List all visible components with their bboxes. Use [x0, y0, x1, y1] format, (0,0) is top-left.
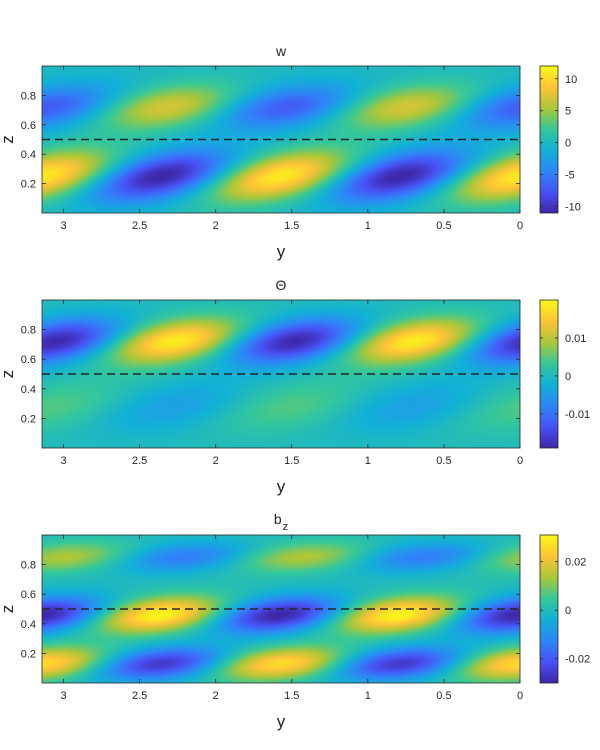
- x-tick-label: 3: [60, 690, 66, 702]
- y-tick-label: 0.2: [21, 413, 36, 425]
- colorbar-gradient: [540, 300, 558, 448]
- panel-title-main: b: [274, 511, 282, 527]
- y-axis-label: z: [0, 135, 17, 144]
- colorbar-tick-label: -10: [565, 202, 581, 214]
- panel-title-main: w: [275, 43, 287, 59]
- y-tick-label: 0.4: [21, 149, 36, 161]
- x-tick-label: 1.5: [284, 690, 299, 702]
- panel-title-main: Θ: [276, 277, 287, 293]
- x-tick-label: 0.5: [436, 455, 451, 467]
- colorbar-frame: [539, 534, 559, 684]
- y-axis-label: z: [0, 370, 17, 379]
- x-axis-label: y: [277, 712, 286, 731]
- panel-title: bz: [274, 511, 288, 533]
- x-tick-label: 1: [365, 220, 371, 232]
- y-tick-label: 0.6: [21, 120, 36, 132]
- colorbar-tick-label: 10: [565, 74, 577, 86]
- y-tick-label: 0.8: [21, 90, 36, 102]
- axes-frame: [41, 65, 521, 214]
- y-tick-label: 0.4: [21, 384, 36, 396]
- x-tick-label: 2.5: [132, 220, 147, 232]
- x-tick-label: 2: [213, 455, 219, 467]
- colorbar-tick-label: 5: [565, 106, 571, 118]
- x-tick-label: 2: [213, 690, 219, 702]
- panel-3: 32.521.510.500.20.40.60.8yzbz0.020-0.02: [0, 511, 590, 731]
- colorbar-tick-label: 0: [565, 371, 571, 383]
- panel-1: 3 2.5 2 1.5 1 0.5 0 0.2 0.4 0.6 0.8 y z w 10 5 0 -5 -10: [0, 43, 581, 261]
- colorbar-tick-label: 0: [565, 138, 571, 150]
- colorbar-frame: [539, 65, 559, 214]
- y-tick-label: 0.2: [21, 648, 36, 660]
- x-tick-label: 1: [365, 690, 371, 702]
- x-tick-label: 3: [60, 455, 66, 467]
- y-tick-label: 0.8: [21, 560, 36, 572]
- x-tick-label: 0.5: [436, 220, 451, 232]
- y-tick-label: 0.6: [21, 589, 36, 601]
- x-tick-label: 0: [517, 455, 523, 467]
- x-tick-label: 1.5: [284, 455, 299, 467]
- panel-title-subscript: z: [283, 521, 289, 533]
- colorbar-frame: [539, 299, 559, 449]
- x-tick-label: 2.5: [132, 455, 147, 467]
- colorbar-tick-label: -0.02: [565, 654, 590, 666]
- y-axis-label: z: [0, 605, 17, 614]
- colorbar-tick-label: -5: [565, 170, 575, 182]
- panel-title: w: [275, 43, 287, 59]
- x-axis-label: y: [277, 242, 286, 261]
- colorbar-tick-label: 0: [565, 605, 571, 617]
- panel-2: 3 2.5 2 1.5 1 0.5 0 0.2 0.4 0.6 0.8 y z Θ 0.01 0 -0.01: [0, 277, 590, 496]
- colorbar-tick-label: -0.01: [565, 409, 590, 421]
- colorbar-tick-label: 0.02: [565, 557, 586, 569]
- axes-frame: [41, 534, 521, 684]
- x-tick-label: 0: [517, 690, 523, 702]
- x-tick-label: 0.5: [436, 690, 451, 702]
- axes-frame: [41, 299, 521, 449]
- y-tick-label: 0.6: [21, 354, 36, 366]
- x-tick-label: 2: [213, 220, 219, 232]
- x-tick-label: 1: [365, 455, 371, 467]
- colorbar-gradient: [540, 535, 558, 683]
- panel-title: Θ: [276, 277, 287, 293]
- x-tick-label: 3: [60, 220, 66, 232]
- x-axis-label: y: [277, 477, 286, 496]
- x-tick-label: 0: [517, 220, 523, 232]
- x-tick-label: 2.5: [132, 690, 147, 702]
- y-tick-label: 0.4: [21, 619, 36, 631]
- colorbar-tick-label: 0.01: [565, 333, 586, 345]
- y-tick-label: 0.2: [21, 179, 36, 191]
- x-tick-label: 1.5: [284, 220, 299, 232]
- y-tick-label: 0.8: [21, 325, 36, 337]
- colorbar-gradient: [540, 66, 558, 213]
